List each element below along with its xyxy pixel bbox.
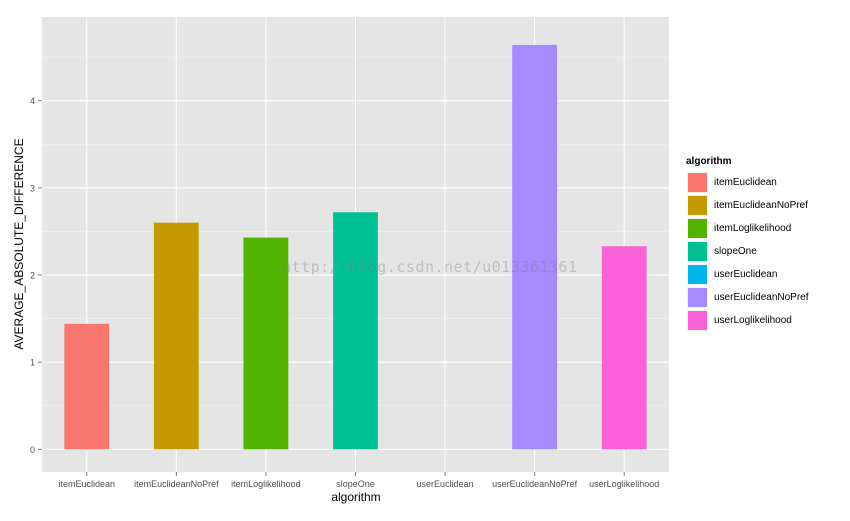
x-tick-label: userLoglikelihood (589, 479, 659, 489)
x-tick-label: itemEuclidean (59, 479, 116, 489)
legend-item: userLoglikelihood (686, 309, 846, 332)
legend-label: userEuclideanNoPref (714, 292, 809, 303)
y-axis-title: AVERAGE_ABSOLUTE_DIFFERENCE (12, 138, 26, 349)
x-tick-label: slopeOne (336, 479, 375, 489)
legend-label: userLoglikelihood (714, 315, 792, 326)
x-tick-label: itemEuclideanNoPref (134, 479, 219, 489)
legend-key (686, 286, 709, 309)
legend: algorithm itemEuclidean itemEuclideanNoPr… (686, 156, 846, 332)
bars (64, 44, 647, 450)
legend-label: itemLoglikelihood (714, 223, 792, 234)
legend-key (686, 263, 709, 286)
y-axis: 0 1 2 3 4 (30, 96, 42, 455)
x-axis: itemEuclidean itemEuclideanNoPref itemLogl… (59, 472, 659, 489)
legend-item: slopeOne (686, 240, 846, 263)
legend-key (686, 240, 709, 263)
legend-key (686, 309, 709, 332)
y-tick-label: 1 (30, 358, 35, 368)
legend-swatch (688, 265, 707, 284)
legend-label: itemEuclideanNoPref (714, 200, 808, 211)
x-tick-label: itemLoglikelihood (231, 479, 301, 489)
legend-label: itemEuclidean (714, 177, 777, 188)
legend-swatch (688, 311, 707, 330)
bar-itemLoglikelihood (243, 237, 289, 450)
y-tick-label: 4 (30, 96, 35, 106)
y-tick-label: 2 (30, 271, 35, 281)
legend-items: itemEuclidean itemEuclideanNoPref itemLogl… (686, 171, 846, 332)
y-tick-label: 3 (30, 183, 35, 193)
bar-userEuclideanNoPref (512, 44, 558, 450)
legend-key (686, 194, 709, 217)
legend-item: userEuclideanNoPref (686, 286, 846, 309)
x-tick-label: userEuclideanNoPref (492, 479, 578, 489)
legend-swatch (688, 196, 707, 215)
y-tick-label: 0 (30, 445, 35, 455)
legend-title: algorithm (686, 156, 732, 167)
legend-item: itemLoglikelihood (686, 217, 846, 240)
bar-itemEuclideanNoPref (153, 222, 199, 450)
legend-label: userEuclidean (714, 269, 778, 280)
legend-item: itemEuclidean (686, 171, 846, 194)
legend-item: itemEuclideanNoPref (686, 194, 846, 217)
bar-slopeOne (333, 212, 378, 450)
x-tick-label: userEuclidean (417, 479, 474, 489)
bar-userLoglikelihood (601, 246, 647, 450)
legend-key (686, 171, 709, 194)
legend-key (686, 217, 709, 240)
legend-swatch (688, 173, 707, 192)
legend-label: slopeOne (714, 246, 757, 257)
legend-swatch (688, 288, 707, 307)
x-axis-title: algorithm (331, 490, 380, 504)
legend-swatch (688, 219, 707, 238)
bar-itemEuclidean (64, 323, 110, 450)
legend-item: userEuclidean (686, 263, 846, 286)
legend-swatch (688, 242, 707, 261)
watermark: http://blog.csdn.net/u013361361 (282, 258, 578, 276)
